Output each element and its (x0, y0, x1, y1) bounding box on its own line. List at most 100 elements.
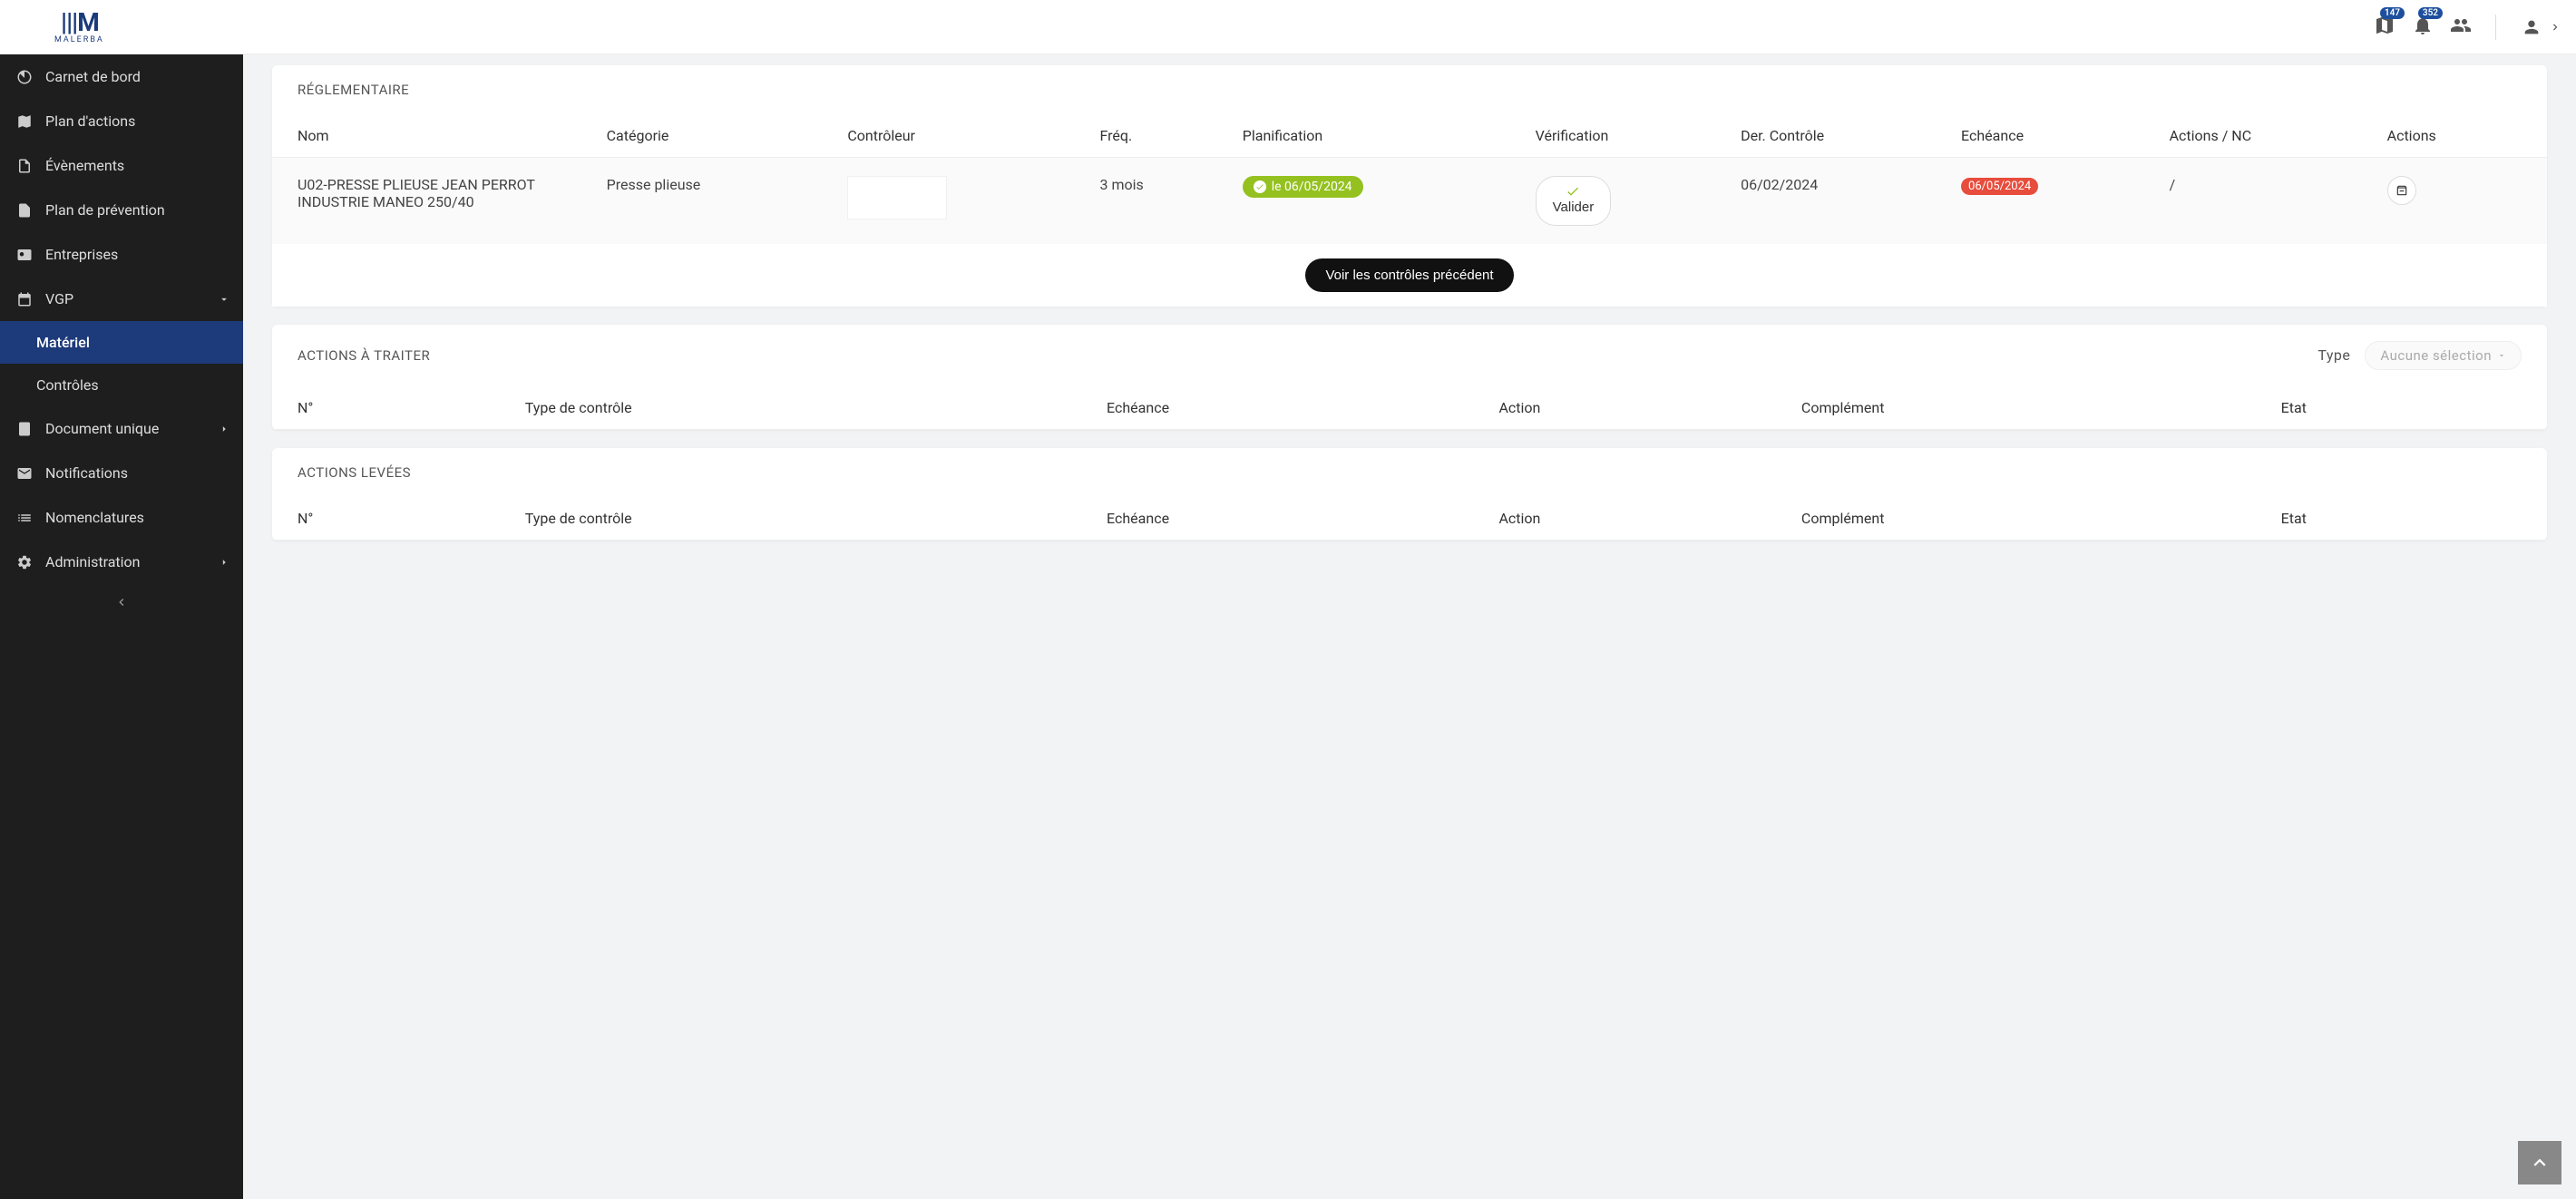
cell-freq: 3 mois (1086, 158, 1228, 244)
col-categorie: Catégorie (592, 114, 834, 158)
user-menu[interactable] (2522, 17, 2561, 37)
col-type-controle: Type de contrôle (511, 497, 1092, 541)
topbar: |||M MALERBA 147 352 (0, 0, 2576, 54)
check-icon (1254, 180, 1266, 193)
sidebar-item-label: Entreprises (45, 246, 118, 263)
sidebar-item-companies[interactable]: Entreprises (0, 232, 243, 277)
sidebar: Carnet de bord Plan d'actions Évènements… (0, 54, 243, 1199)
col-controleur: Contrôleur (833, 114, 1085, 158)
col-echeance: Echéance (1092, 386, 1484, 430)
sidebar-sub-materiel[interactable]: Matériel (0, 321, 243, 364)
cell-verification: Valider (1521, 158, 1726, 244)
sidebar-item-label: Plan d'actions (45, 112, 135, 130)
col-num: N° (272, 386, 511, 430)
file-icon (16, 202, 33, 219)
bell-icon[interactable]: 352 (2412, 15, 2434, 40)
cell-controleur (833, 158, 1085, 244)
cell-categorie: Presse plieuse (592, 158, 834, 244)
archive-icon (2395, 184, 2408, 197)
col-planification: Planification (1228, 114, 1521, 158)
col-der-controle: Der. Contrôle (1726, 114, 1947, 158)
sidebar-item-admin[interactable]: Administration (0, 540, 243, 584)
col-verification: Vérification (1521, 114, 1726, 158)
sidebar-sub-label: Matériel (36, 334, 90, 351)
col-echeance: Echéance (1092, 497, 1484, 541)
mail-icon (16, 465, 33, 482)
cell-der-controle: 06/02/2024 (1726, 158, 1947, 244)
col-complement: Complément (1787, 497, 2267, 541)
sidebar-item-prevention[interactable]: Plan de prévention (0, 188, 243, 232)
chevron-right-icon (218, 556, 230, 569)
file-icon (16, 158, 33, 174)
type-dropdown[interactable]: Aucune sélection (2365, 341, 2522, 370)
planification-date: le 06/05/2024 (1272, 180, 1352, 194)
sidebar-item-label: Plan de prévention (45, 201, 165, 219)
list-icon (16, 510, 33, 526)
bell-badge: 352 (2418, 7, 2443, 19)
reglementaire-table: Nom Catégorie Contrôleur Fréq. Planifica… (272, 114, 2547, 244)
topbar-icons: 147 352 (2374, 15, 2503, 40)
col-freq: Fréq. (1086, 114, 1228, 158)
table-row: U02-PRESSE PLIEUSE JEAN PERROT INDUSTRIE… (272, 158, 2547, 244)
user-icon (2522, 17, 2542, 37)
chevron-up-icon (2528, 1151, 2552, 1175)
sidebar-item-label: Carnet de bord (45, 68, 141, 85)
dashboard-icon (16, 69, 33, 85)
col-etat: Etat (2267, 497, 2547, 541)
actions-levees-header: ACTIONS LEVÉES (272, 448, 2547, 497)
cell-nom: U02-PRESSE PLIEUSE JEAN PERROT INDUSTRIE… (272, 158, 592, 244)
sidebar-item-plan[interactable]: Plan d'actions (0, 99, 243, 143)
col-num: N° (272, 497, 511, 541)
map-icon[interactable]: 147 (2374, 15, 2395, 40)
check-icon (1566, 184, 1580, 199)
map-icon (16, 113, 33, 130)
sidebar-item-docunique[interactable]: Document unique (0, 406, 243, 451)
valider-label: Valider (1553, 200, 1595, 216)
brand-logo[interactable]: |||M MALERBA (54, 10, 104, 44)
reglementaire-header: RÉGLEMENTAIRE (272, 65, 2547, 114)
map-badge: 147 (2380, 7, 2405, 19)
sidebar-item-notifications[interactable]: Notifications (0, 451, 243, 495)
people-icon[interactable] (2450, 15, 2472, 40)
main-content: RÉGLEMENTAIRE Nom Catégorie Contrôleur F… (243, 54, 2576, 1199)
sidebar-item-events[interactable]: Évènements (0, 143, 243, 188)
sidebar-sub-label: Contrôles (36, 376, 99, 394)
sidebar-item-label: Administration (45, 553, 141, 570)
topbar-separator (2495, 15, 2496, 40)
sidebar-item-label: Notifications (45, 464, 128, 482)
actions-a-traiter-table: N° Type de contrôle Echéance Action Comp… (272, 386, 2547, 430)
actions-levees-table: N° Type de contrôle Echéance Action Comp… (272, 497, 2547, 541)
echeance-date: 06/05/2024 (1968, 180, 2031, 193)
sidebar-item-label: VGP (45, 290, 73, 307)
col-etat: Etat (2267, 386, 2547, 430)
sidebar-item-dashboard[interactable]: Carnet de bord (0, 54, 243, 99)
chevron-right-icon (218, 423, 230, 435)
sidebar-item-vgp[interactable]: VGP (0, 277, 243, 321)
actions-levees-card: ACTIONS LEVÉES N° Type de contrôle Echéa… (272, 448, 2547, 541)
col-nom: Nom (272, 114, 592, 158)
sidebar-sub-controles[interactable]: Contrôles (0, 364, 243, 406)
scroll-top-button[interactable] (2518, 1141, 2561, 1184)
sidebar-item-label: Nomenclatures (45, 509, 144, 526)
col-type-controle: Type de contrôle (511, 386, 1092, 430)
card-title: ACTIONS LEVÉES (298, 464, 411, 481)
voir-controles-button[interactable]: Voir les contrôles précédent (1305, 258, 1513, 292)
chevron-right-icon (2549, 21, 2561, 34)
col-echeance: Echéance (1947, 114, 2155, 158)
type-label: Type (2317, 346, 2350, 364)
chevron-down-icon (2497, 351, 2506, 360)
sidebar-collapse-button[interactable] (0, 584, 243, 624)
sidebar-item-label: Document unique (45, 420, 159, 437)
dropdown-placeholder: Aucune sélection (2380, 347, 2492, 364)
echeance-pill: 06/05/2024 (1961, 178, 2038, 195)
reglementaire-card: RÉGLEMENTAIRE Nom Catégorie Contrôleur F… (272, 65, 2547, 307)
card-title: RÉGLEMENTAIRE (298, 82, 409, 98)
sidebar-item-nomenclatures[interactable]: Nomenclatures (0, 495, 243, 540)
card-icon (16, 247, 33, 263)
archive-button[interactable] (2387, 176, 2416, 205)
calendar-icon (16, 291, 33, 307)
valider-button[interactable]: Valider (1536, 176, 1612, 226)
col-actions: Actions (2373, 114, 2547, 158)
col-actions-nc: Actions / NC (2155, 114, 2373, 158)
gear-icon (16, 554, 33, 570)
